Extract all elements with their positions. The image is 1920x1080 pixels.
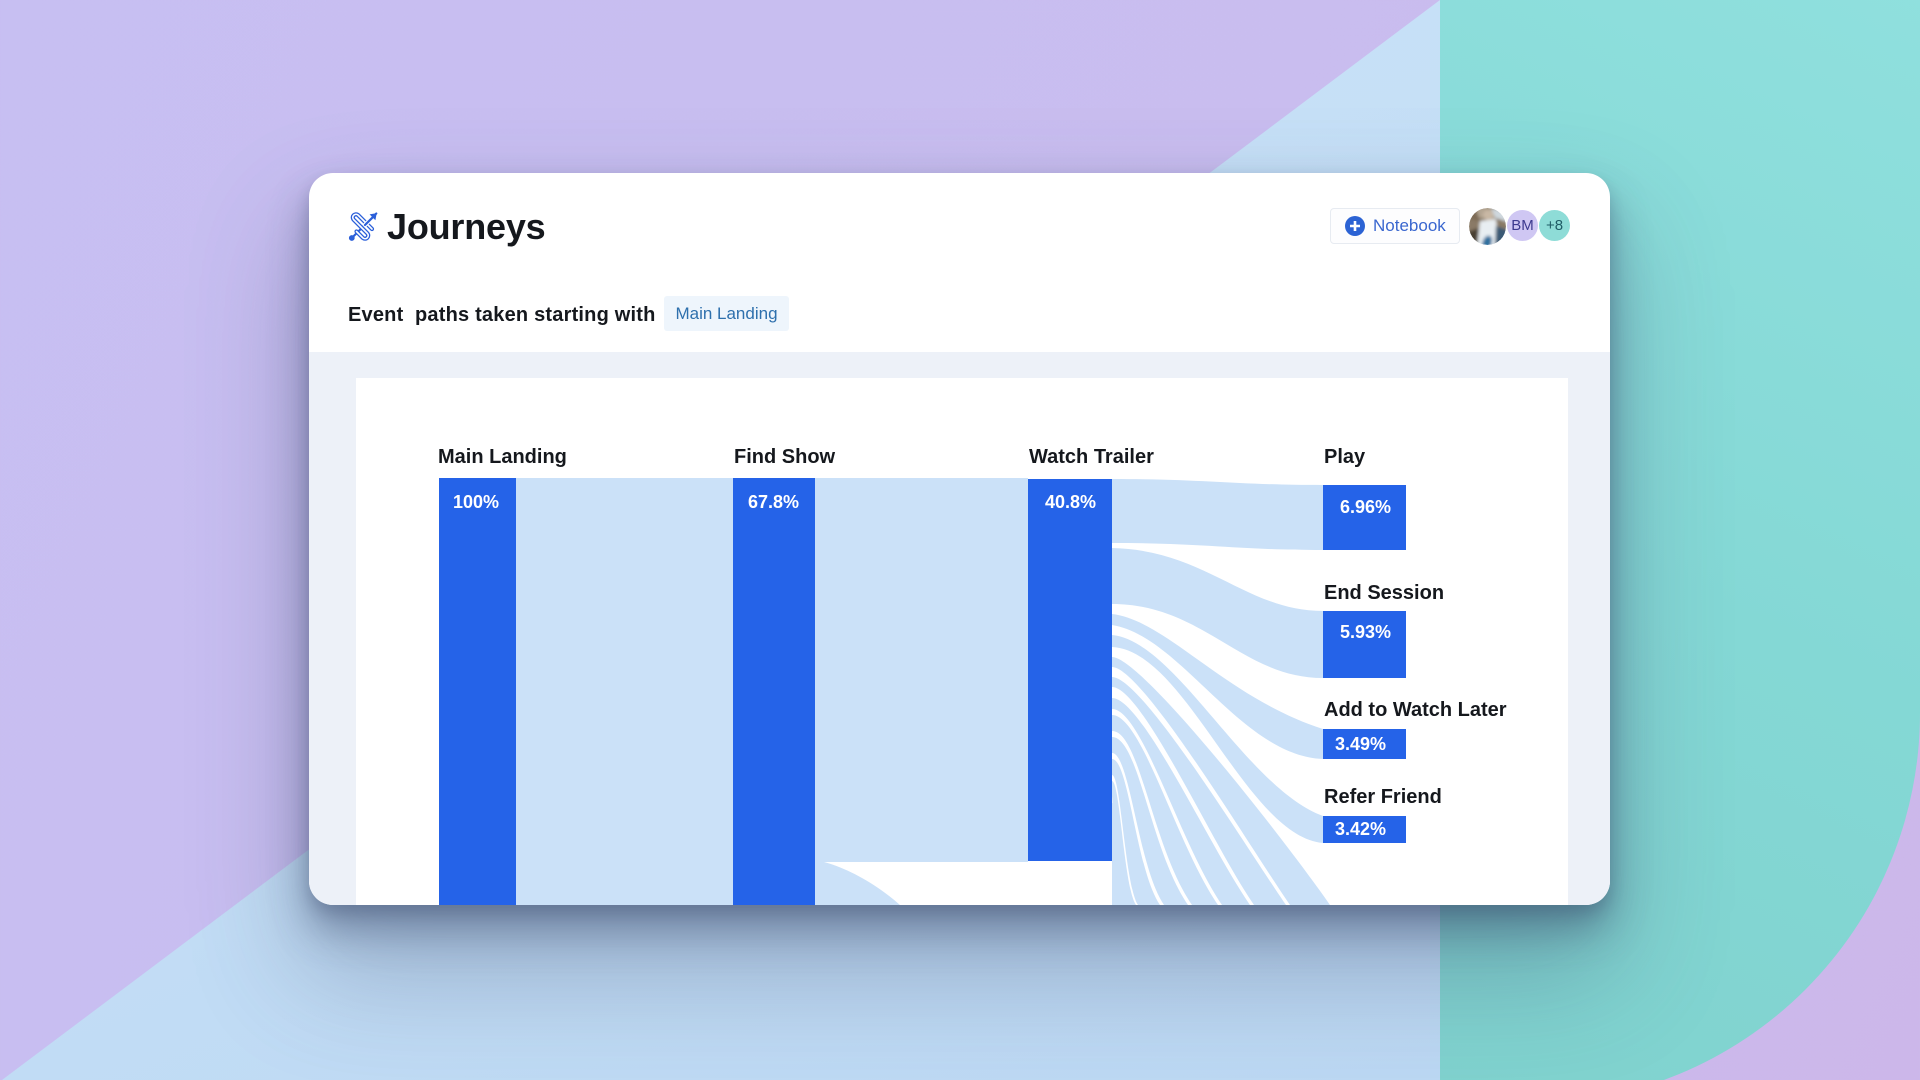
- svg-text:End Session: End Session: [1324, 582, 1444, 604]
- svg-text:Main Landing: Main Landing: [438, 446, 567, 468]
- svg-text:5.93%: 5.93%: [1340, 622, 1391, 642]
- svg-text:100%: 100%: [453, 492, 499, 512]
- svg-text:Play: Play: [1324, 446, 1366, 468]
- svg-text:40.8%: 40.8%: [1045, 492, 1096, 512]
- svg-text:67.8%: 67.8%: [748, 492, 799, 512]
- svg-text:Add to Watch Later: Add to Watch Later: [1324, 699, 1507, 721]
- svg-text:Watch Trailer: Watch Trailer: [1029, 446, 1154, 468]
- svg-text:Refer Friend: Refer Friend: [1324, 786, 1442, 808]
- svg-text:3.42%: 3.42%: [1335, 819, 1386, 839]
- svg-text:6.96%: 6.96%: [1340, 497, 1391, 517]
- svg-text:3.49%: 3.49%: [1335, 734, 1386, 754]
- svg-text:Find Show: Find Show: [734, 446, 836, 468]
